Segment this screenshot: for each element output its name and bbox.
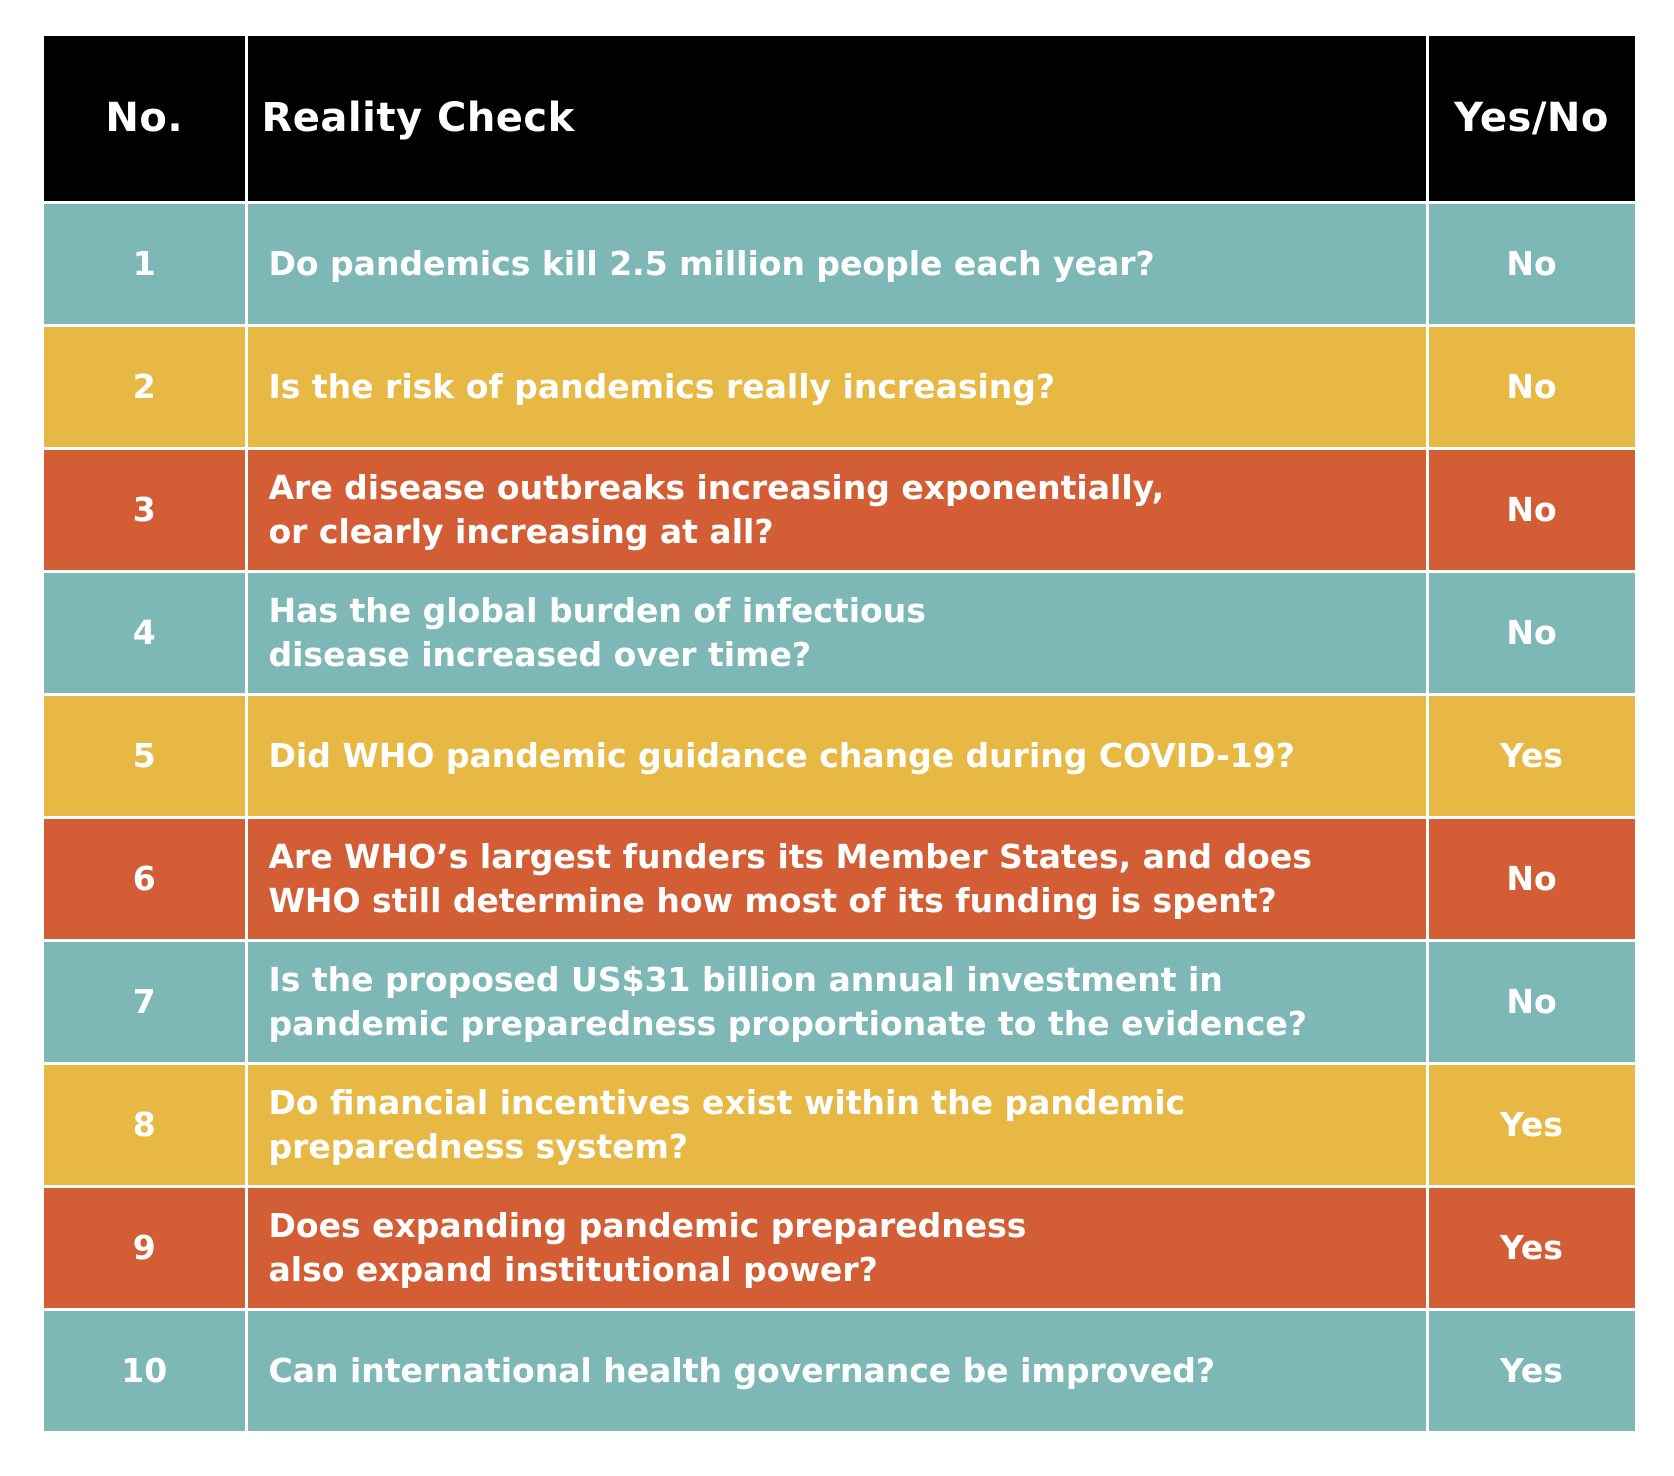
table-body: 1 Do pandemics kill 2.5 million people ea… <box>44 202 1638 1434</box>
table-row: 2 Is the risk of pandemics really increas… <box>44 325 1638 450</box>
row-number: 2 <box>44 325 248 450</box>
row-question: Are WHO’s largest funders its Member Sta… <box>244 817 1429 942</box>
row-number: 7 <box>44 940 248 1065</box>
table-row: 3 Are disease outbreaks increasing expone… <box>44 448 1638 573</box>
row-number: 10 <box>44 1309 248 1434</box>
header-number: No. <box>44 36 248 204</box>
table-row: 10 Can international health governance be… <box>44 1309 1638 1434</box>
row-answer: Yes <box>1425 1309 1638 1434</box>
row-question: Did WHO pandemic guidance change during … <box>244 694 1429 819</box>
table-header: No. Reality Check Yes/No <box>44 36 1638 204</box>
row-answer: Yes <box>1425 1186 1638 1311</box>
row-question: Do pandemics kill 2.5 million people eac… <box>244 202 1429 327</box>
table-row: 5 Did WHO pandemic guidance change during… <box>44 694 1638 819</box>
row-number: 1 <box>44 202 248 327</box>
table-row: 9 Does expanding pandemic preparedness al… <box>44 1186 1638 1311</box>
row-question: Does expanding pandemic preparedness als… <box>244 1186 1429 1311</box>
table-row: 1 Do pandemics kill 2.5 million people ea… <box>44 202 1638 327</box>
row-number: 3 <box>44 448 248 573</box>
row-question: Do financial incentives exist within the… <box>244 1063 1429 1188</box>
table-row: 6 Are WHO’s largest funders its Member St… <box>44 817 1638 942</box>
row-answer: No <box>1425 202 1638 327</box>
row-question: Is the risk of pandemics really increasi… <box>244 325 1429 450</box>
table-row: 4 Has the global burden of infectious dis… <box>44 571 1638 696</box>
row-answer: No <box>1425 325 1638 450</box>
row-number: 4 <box>44 571 248 696</box>
row-answer: No <box>1425 448 1638 573</box>
reality-check-table: No. Reality Check Yes/No 1 Do pandemics k… <box>44 36 1638 1434</box>
row-number: 8 <box>44 1063 248 1188</box>
row-question: Can international health governance be i… <box>244 1309 1429 1434</box>
row-number: 9 <box>44 1186 248 1311</box>
table-row: 7 Is the proposed US$31 billion annual in… <box>44 940 1638 1065</box>
row-question: Is the proposed US$31 billion annual inv… <box>244 940 1429 1065</box>
row-answer: No <box>1425 817 1638 942</box>
header-yes-no: Yes/No <box>1425 36 1638 204</box>
row-answer: Yes <box>1425 1063 1638 1188</box>
row-number: 6 <box>44 817 248 942</box>
header-row: No. Reality Check Yes/No <box>44 36 1638 204</box>
row-number: 5 <box>44 694 248 819</box>
header-reality-check: Reality Check <box>244 36 1429 204</box>
row-answer: No <box>1425 940 1638 1065</box>
row-answer: No <box>1425 571 1638 696</box>
row-question: Has the global burden of infectious dise… <box>244 571 1429 696</box>
row-question: Are disease outbreaks increasing exponen… <box>244 448 1429 573</box>
table-row: 8 Do financial incentives exist within th… <box>44 1063 1638 1188</box>
row-answer: Yes <box>1425 694 1638 819</box>
